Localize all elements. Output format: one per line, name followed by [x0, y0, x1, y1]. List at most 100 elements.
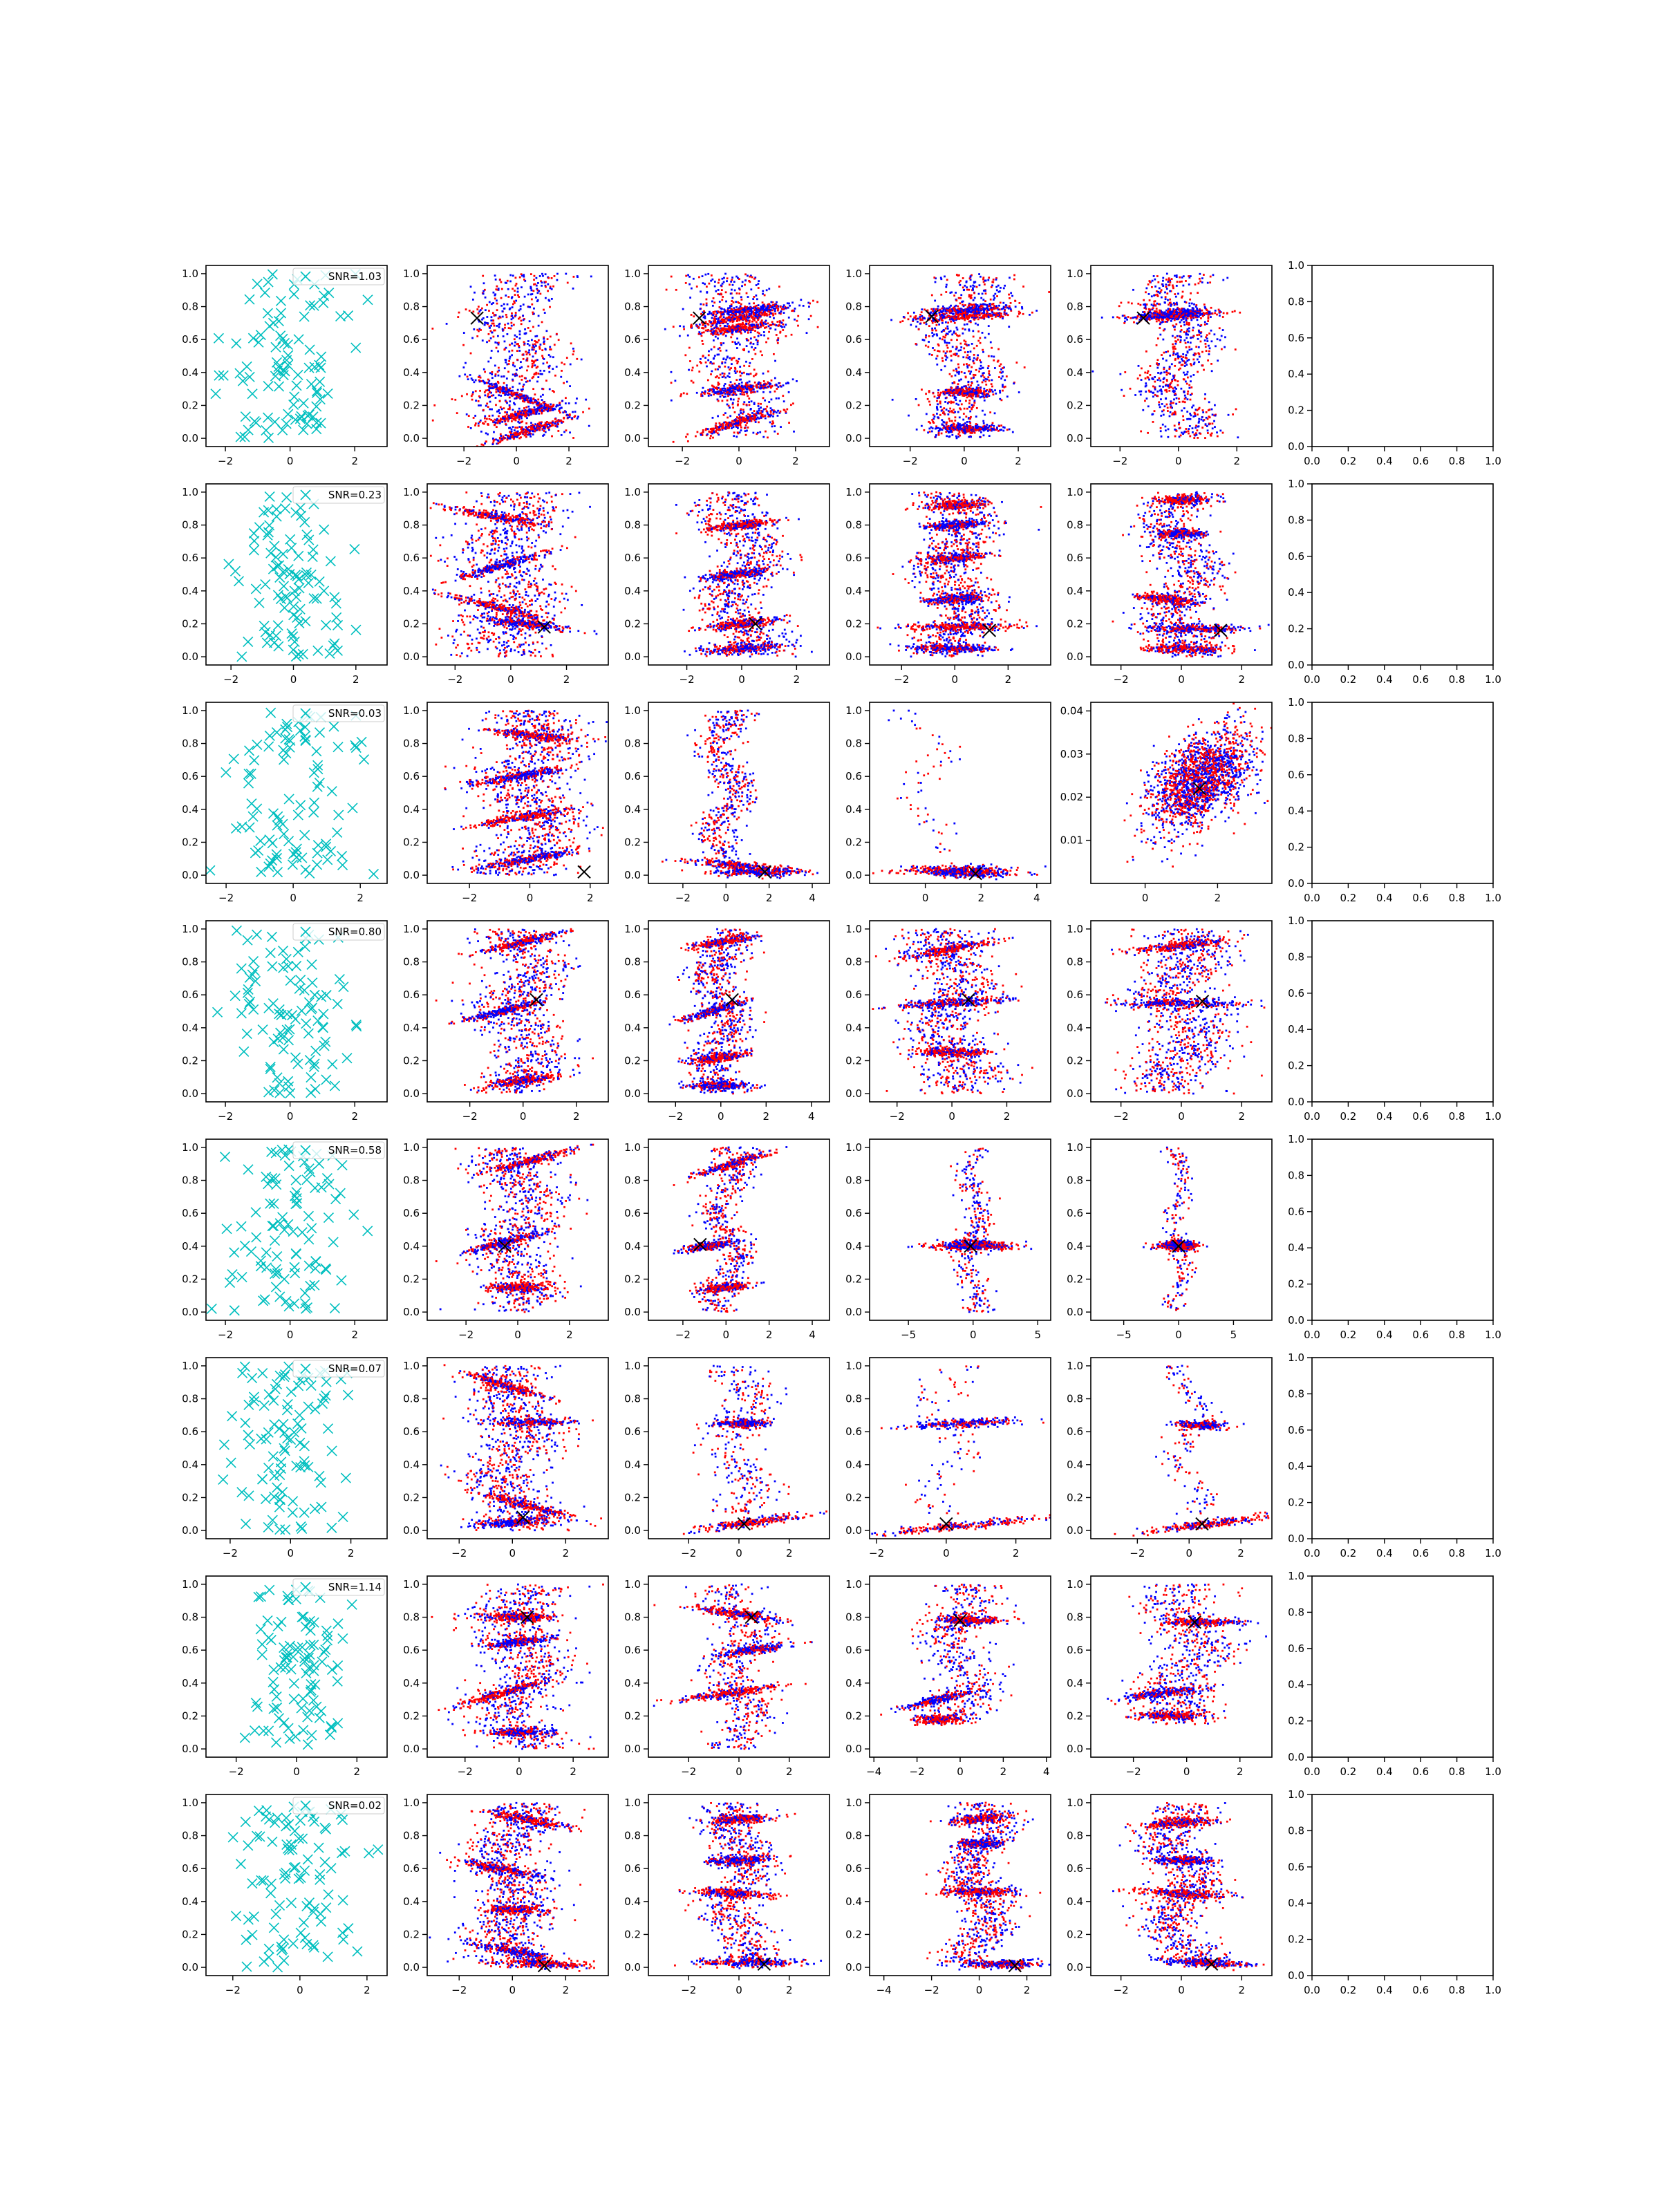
- data-point: [528, 379, 531, 382]
- data-point: [959, 388, 962, 391]
- data-point: [940, 368, 943, 371]
- data-point: [718, 301, 721, 303]
- data-point: [724, 427, 727, 430]
- data-point: [960, 378, 962, 381]
- data-point: [794, 308, 796, 310]
- data-point: [572, 437, 574, 439]
- data-point: [556, 404, 558, 406]
- data-point: [563, 363, 566, 366]
- data-point: [954, 420, 957, 422]
- data-point: [791, 310, 794, 312]
- data-point: [534, 409, 537, 411]
- data-point: [736, 424, 739, 427]
- data-point: [947, 321, 950, 324]
- data-point: [470, 395, 473, 397]
- data-point: [760, 307, 762, 310]
- data-point: [731, 341, 734, 343]
- data-point: [978, 284, 981, 287]
- data-point: [700, 312, 702, 315]
- data-point: [993, 312, 995, 315]
- data-point: [562, 411, 565, 414]
- legend-marker: [300, 271, 311, 282]
- data-point: [759, 386, 761, 388]
- data-point: [971, 310, 974, 312]
- data-point: [759, 326, 762, 328]
- data-point: [558, 420, 561, 422]
- data-point: [717, 281, 720, 284]
- data-point: [728, 328, 731, 330]
- data-point: [507, 420, 509, 422]
- data-point: [535, 350, 537, 353]
- data-point: [764, 417, 767, 420]
- data-point: [998, 376, 1000, 378]
- data-point: [753, 368, 756, 371]
- data-point: [752, 318, 755, 321]
- data-point: [701, 331, 704, 334]
- data-point: [496, 442, 498, 445]
- data-point: [935, 318, 937, 321]
- data-point: [543, 343, 545, 345]
- data-point: [751, 276, 753, 279]
- data-point: [478, 421, 481, 423]
- data-point: [777, 339, 779, 341]
- data-point: [493, 329, 496, 332]
- data-point: [539, 395, 542, 398]
- data-point: [507, 437, 509, 440]
- data-point: [552, 404, 555, 406]
- data-point: [796, 379, 798, 382]
- data-point: [733, 313, 735, 316]
- data-point: [739, 366, 742, 368]
- data-point: [750, 417, 753, 420]
- data-point: [755, 304, 758, 307]
- data-point: [551, 435, 553, 438]
- data-point: [944, 365, 946, 368]
- data-point: [717, 333, 720, 336]
- data-point: [956, 316, 958, 319]
- data-point: [705, 302, 708, 305]
- data-point: [731, 427, 733, 429]
- data-point: [469, 427, 472, 429]
- data-point: [931, 327, 934, 330]
- data-point: [720, 344, 722, 346]
- data-point: [526, 395, 529, 397]
- data-point: [670, 382, 673, 384]
- data-point: [957, 393, 959, 396]
- data-point: [536, 359, 538, 361]
- data-point: [509, 400, 512, 403]
- data-point: [970, 435, 973, 438]
- data-point: [527, 365, 529, 368]
- data-point: [984, 391, 986, 393]
- data-point: [932, 347, 934, 349]
- sample-point: [319, 290, 330, 301]
- data-point: [493, 431, 495, 433]
- data-point: [936, 413, 938, 415]
- data-point: [550, 422, 552, 424]
- data-point: [935, 329, 937, 332]
- data-point: [964, 340, 967, 343]
- data-point: [730, 425, 732, 427]
- data-point: [731, 310, 733, 312]
- data-point: [761, 354, 763, 357]
- data-point: [981, 306, 984, 308]
- data-point: [780, 385, 782, 388]
- data-point: [495, 404, 497, 406]
- data-point: [934, 427, 937, 430]
- data-point: [743, 313, 746, 316]
- data-point: [713, 386, 715, 388]
- data-point: [740, 411, 742, 414]
- data-point: [929, 422, 932, 424]
- data-point: [502, 435, 505, 438]
- data-point: [944, 310, 947, 312]
- data-point: [523, 431, 526, 433]
- data-point: [713, 331, 716, 334]
- x-tick-label: −2: [456, 455, 471, 467]
- data-point: [518, 418, 521, 421]
- data-point: [729, 310, 732, 312]
- data-point: [970, 377, 973, 379]
- data-point: [772, 415, 774, 418]
- data-point: [999, 316, 1002, 319]
- data-point: [719, 388, 722, 391]
- sample-point: [231, 338, 242, 349]
- data-point: [772, 409, 775, 412]
- data-point: [1002, 367, 1004, 369]
